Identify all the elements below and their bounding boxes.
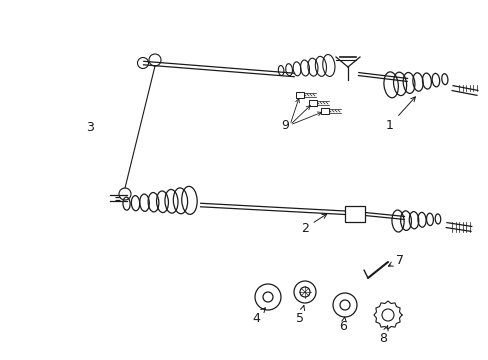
Text: 7: 7 bbox=[387, 253, 403, 266]
Text: 8: 8 bbox=[378, 326, 387, 345]
Bar bbox=[308, 100, 316, 106]
Text: 4: 4 bbox=[251, 308, 265, 324]
Text: 6: 6 bbox=[338, 317, 346, 333]
Bar bbox=[320, 108, 328, 114]
Bar bbox=[345, 206, 364, 222]
Bar bbox=[295, 92, 304, 98]
Text: 9: 9 bbox=[281, 118, 288, 131]
Text: 2: 2 bbox=[301, 214, 326, 234]
Text: 1: 1 bbox=[385, 97, 415, 131]
Text: 5: 5 bbox=[295, 306, 304, 324]
Text: 3: 3 bbox=[86, 121, 94, 134]
